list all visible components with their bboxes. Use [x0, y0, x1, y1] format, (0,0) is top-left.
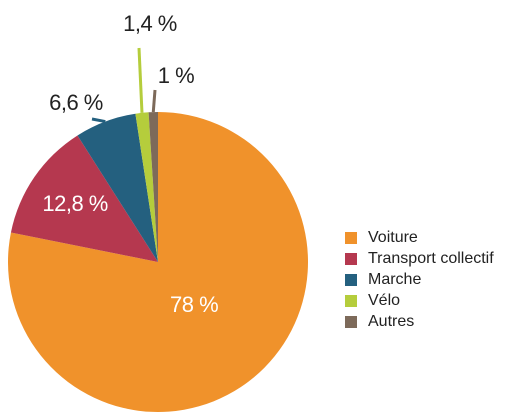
pie-slice — [10, 135, 159, 262]
slice-label: 1,4 % — [123, 11, 177, 36]
slice-label: 78 % — [170, 292, 218, 317]
legend-label: Transport collectif — [368, 250, 494, 267]
leader-line — [91, 117, 106, 124]
leader-line — [151, 89, 157, 113]
pie-slice — [148, 112, 158, 262]
legend-label: Vélo — [368, 292, 400, 309]
leader-line — [137, 47, 144, 113]
slice-label: 12,8 % — [42, 191, 108, 216]
pie-slice — [77, 113, 158, 263]
pie-slice — [8, 112, 309, 412]
legend-swatch — [345, 295, 357, 307]
legend-swatch — [345, 316, 357, 328]
slice-label: 6,6 % — [49, 90, 103, 115]
legend-label: Voiture — [368, 229, 418, 246]
pie-slice — [135, 112, 158, 262]
legend-label: Autres — [368, 313, 414, 330]
slice-label: 1 % — [158, 63, 194, 88]
legend-swatch — [345, 232, 357, 244]
legend-label: Marche — [368, 271, 421, 288]
legend-swatch — [345, 253, 357, 265]
legend-swatch — [345, 274, 357, 286]
